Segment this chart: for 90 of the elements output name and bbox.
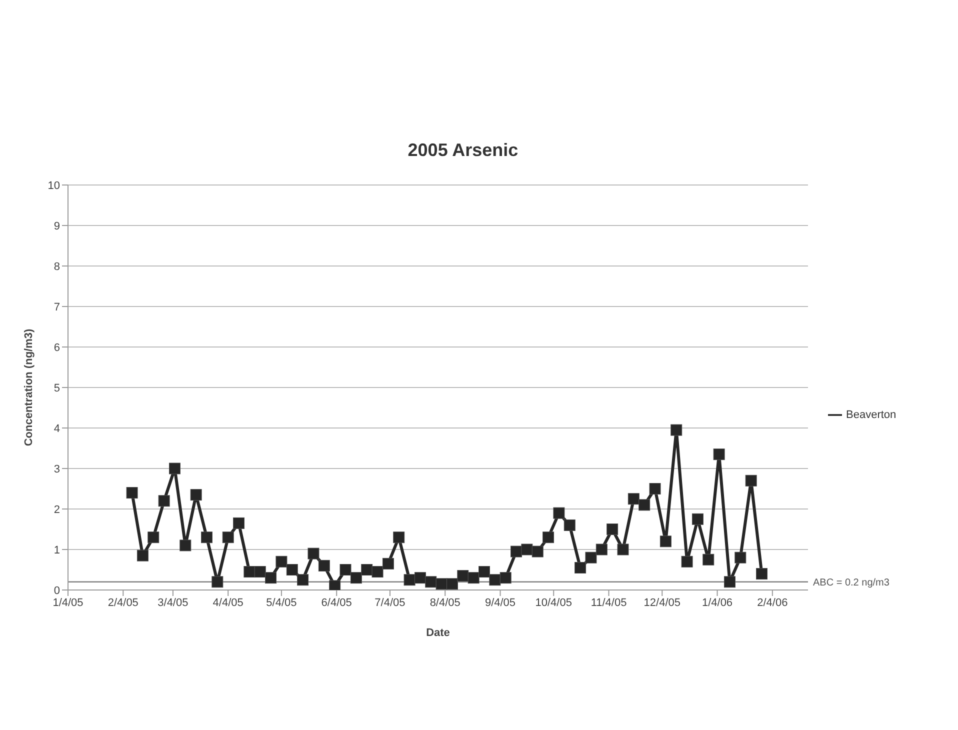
point	[190, 489, 202, 501]
point	[382, 558, 394, 570]
y-tick-label: 3	[54, 463, 60, 476]
point	[126, 487, 138, 499]
point	[318, 560, 330, 572]
point	[254, 566, 266, 578]
x-tick-label: 10/4/05	[535, 596, 572, 609]
y-tick-label: 5	[54, 382, 60, 394]
x-tick-label: 6/4/05	[321, 596, 352, 609]
point	[542, 532, 554, 544]
point	[180, 540, 192, 552]
point	[724, 576, 736, 588]
point	[404, 574, 416, 586]
y-tick-label: 7	[54, 301, 60, 314]
point	[478, 566, 490, 578]
point	[756, 568, 768, 580]
point	[649, 483, 661, 494]
point	[361, 564, 373, 576]
point	[596, 544, 608, 556]
point	[276, 556, 288, 568]
point	[713, 448, 725, 460]
y-tick-label: 6	[54, 342, 60, 354]
y-tick-label: 4	[54, 422, 60, 435]
x-tick-label: 1/4/06	[702, 596, 733, 609]
y-tick-label: 8	[54, 260, 60, 273]
point	[638, 499, 650, 511]
point	[308, 548, 320, 560]
x-tick-label: 5/4/05	[266, 596, 297, 609]
x-tick-label: 2/4/05	[108, 596, 138, 609]
point	[329, 580, 341, 590]
point	[574, 562, 586, 574]
x-tick-label: 8/4/05	[430, 596, 460, 609]
point	[233, 517, 245, 529]
point	[681, 556, 693, 568]
point	[158, 495, 170, 507]
point	[265, 572, 277, 584]
point	[670, 424, 682, 436]
point	[350, 572, 362, 584]
y-tick-label: 0	[54, 584, 60, 597]
point	[340, 564, 352, 576]
point	[734, 552, 746, 564]
x-tick-label: 11/4/05	[590, 596, 627, 609]
y-axis-title: Concentration (ng/m3)	[22, 328, 35, 446]
point	[468, 572, 480, 584]
point	[212, 576, 224, 588]
point	[201, 532, 212, 544]
point	[446, 578, 458, 590]
point	[521, 544, 533, 556]
y-tick-label: 2	[54, 504, 60, 516]
x-tick-label: 9/4/05	[484, 596, 516, 609]
x-tick-label: 3/4/05	[158, 596, 188, 609]
point	[628, 493, 640, 505]
x-tick-label: 2/4/06	[757, 596, 788, 609]
y-tick-label: 10	[48, 180, 60, 192]
x-tick-label: 7/4/05	[374, 596, 406, 609]
x-tick-label: 1/4/05	[52, 596, 84, 609]
y-tick-label: 1	[54, 544, 60, 556]
point	[489, 574, 501, 586]
point	[425, 576, 437, 588]
point	[553, 507, 565, 519]
point	[606, 524, 618, 535]
point	[457, 570, 469, 582]
point	[500, 572, 512, 584]
point	[297, 574, 309, 586]
point	[660, 536, 672, 548]
point	[414, 572, 426, 584]
point	[745, 474, 757, 486]
point	[564, 519, 576, 531]
x-axis-title: Date	[426, 627, 450, 639]
point	[692, 513, 704, 525]
point	[702, 554, 714, 566]
point	[372, 566, 384, 578]
point	[168, 462, 180, 474]
point	[585, 552, 597, 564]
x-tick-label: 4/4/05	[212, 596, 244, 609]
point	[148, 532, 160, 544]
point	[393, 532, 405, 544]
point	[286, 564, 298, 576]
y-tick-label: 9	[54, 220, 60, 232]
ref-line-label: ABC = 0.2 ng/m3	[813, 577, 890, 588]
point	[436, 578, 448, 590]
point	[617, 544, 629, 556]
x-tick-label: 12/4/05	[644, 596, 680, 609]
point	[532, 546, 544, 558]
point	[222, 532, 234, 544]
legend-label: Beaverton	[846, 408, 896, 421]
point	[136, 550, 148, 562]
point	[244, 566, 256, 578]
point	[510, 546, 522, 558]
chart-title: 2005 Arsenic	[406, 139, 520, 162]
